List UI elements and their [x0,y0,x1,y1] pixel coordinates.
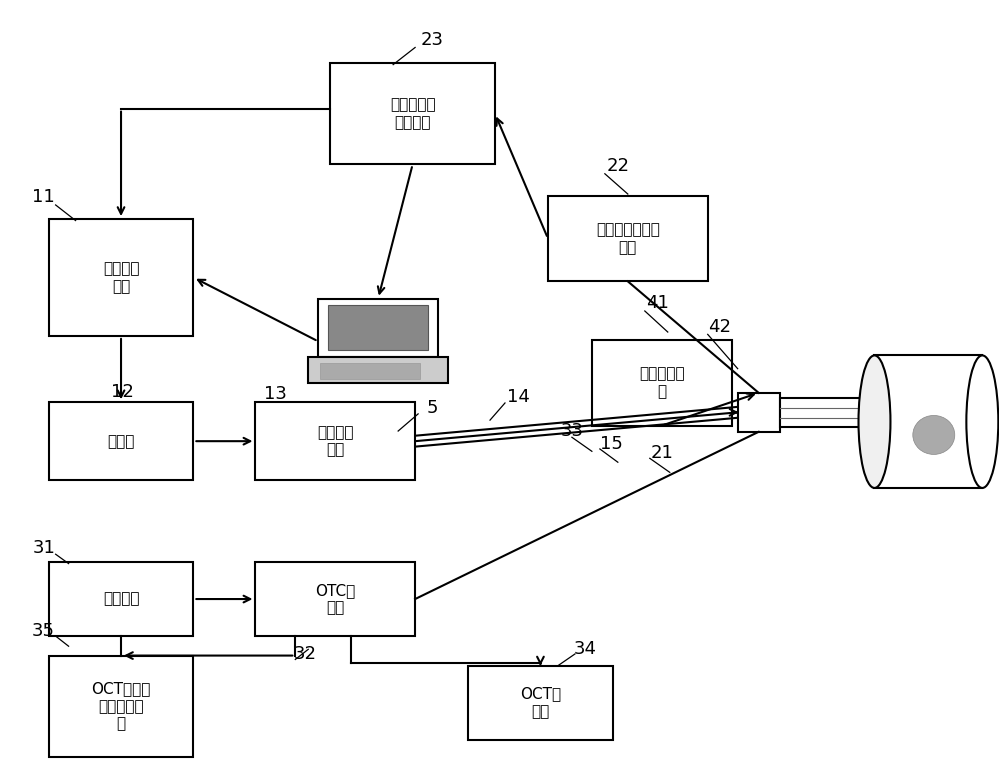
Bar [318,298,438,357]
Bar [308,357,448,383]
Ellipse shape [859,355,890,488]
Text: 5: 5 [426,398,438,416]
Text: 激光控制
单元: 激光控制 单元 [103,262,139,294]
Text: 32: 32 [294,645,317,663]
Text: OCT信号采
集与处理单
元: OCT信号采 集与处理单 元 [91,681,151,731]
Text: 22: 22 [606,157,629,175]
Bar [328,305,428,350]
Text: 42: 42 [708,318,731,336]
Text: OCT参
考臂: OCT参 考臂 [520,686,561,719]
Text: 41: 41 [646,294,669,312]
Bar [738,393,780,432]
Bar [255,402,415,480]
Bar [320,363,420,379]
Text: 宽带光源: 宽带光源 [103,591,139,607]
Text: 声发射信号
处理单元: 声发射信号 处理单元 [390,98,435,130]
Text: OTC干
涉仪: OTC干 涉仪 [315,583,355,615]
Text: 15: 15 [600,434,623,452]
Bar [49,402,193,480]
Bar [592,340,732,426]
Bar [330,63,495,165]
Text: 31: 31 [32,539,55,557]
Text: 驱动控制中
心: 驱动控制中 心 [639,366,685,399]
Bar [874,355,982,488]
Text: 激光耦合
单元: 激光耦合 单元 [317,425,353,458]
Text: 14: 14 [507,387,529,406]
Text: 激光器: 激光器 [107,433,135,448]
Text: 33: 33 [560,422,583,440]
Text: 34: 34 [573,640,596,658]
Bar [49,219,193,336]
Text: 21: 21 [650,444,673,462]
Bar [780,398,867,427]
Text: 13: 13 [264,385,287,404]
Ellipse shape [966,355,998,488]
Bar [468,665,613,740]
Bar [548,195,708,281]
Bar [49,562,193,636]
Text: 12: 12 [111,383,134,401]
Text: 23: 23 [421,30,444,48]
Text: 声发射信号采集
单元: 声发射信号采集 单元 [596,223,660,255]
Ellipse shape [913,415,955,455]
Text: 35: 35 [32,622,55,640]
Bar [255,562,415,636]
Bar [49,655,193,757]
Text: 11: 11 [32,188,55,206]
